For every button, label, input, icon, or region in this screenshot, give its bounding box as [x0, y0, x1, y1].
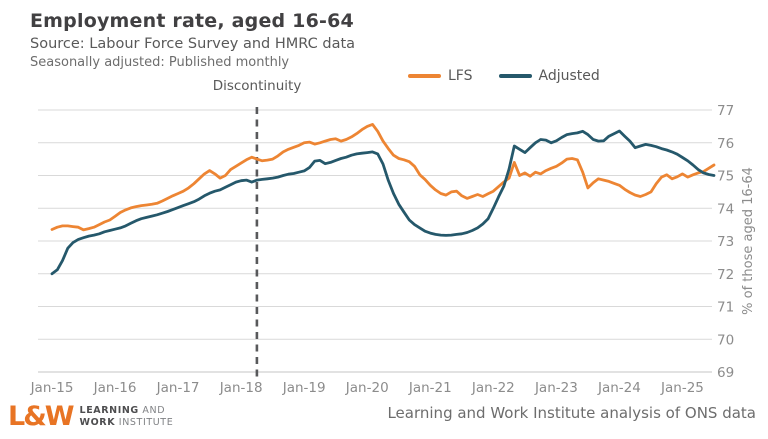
adjusted-line-swatch [498, 74, 532, 78]
x-tick-label-Jan-16: Jan-16 [93, 380, 137, 396]
legend-label-adjusted: Adjusted [538, 68, 600, 84]
y-tick-label-74: 74 [717, 201, 734, 217]
discontinuity-label: Discontinuity [212, 78, 302, 94]
x-tick-label-Jan-25: Jan-25 [660, 380, 704, 396]
x-tick-label-Jan-15: Jan-15 [30, 380, 74, 396]
chart-subtitle-source: Source: Labour Force Survey and HMRC dat… [30, 36, 356, 52]
legend-item-adjusted: Adjusted [498, 67, 600, 85]
chart-legend: LFS Adjusted [408, 67, 600, 85]
legend-label-lfs: LFS [448, 68, 473, 84]
x-tick-label-Jan-21: Jan-21 [408, 380, 452, 396]
chart-subtitle-adjustment: Seasonally adjusted: Published monthly [30, 55, 290, 70]
x-tick-label-Jan-19: Jan-19 [282, 380, 326, 396]
lfs-line [50, 123, 716, 232]
x-tick-label-Jan-20: Jan-20 [345, 380, 389, 396]
y-tick-label-71: 71 [717, 300, 734, 316]
y-axis-title: % of those aged 16-64 [741, 167, 756, 315]
lw-logo-mark: L&W [8, 401, 75, 432]
y-tick-label-69: 69 [717, 365, 734, 381]
x-tick-label-Jan-23: Jan-23 [534, 380, 578, 396]
analysis-credit: Learning and Work Institute analysis of … [387, 404, 756, 422]
lw-institute-logo: L&W LEARNING AND WORK INSTITUTE [8, 403, 173, 430]
lw-logo-line1: LEARNING AND [79, 405, 166, 417]
y-tick-label-76: 76 [717, 136, 734, 152]
y-tick-label-72: 72 [717, 267, 734, 283]
lw-logo-line2: WORK INSTITUTE [79, 416, 174, 428]
lfs-line-swatch [408, 74, 441, 78]
adjusted-line [50, 129, 716, 276]
x-tick-label-Jan-17: Jan-17 [156, 380, 200, 396]
x-tick-label-Jan-24: Jan-24 [597, 380, 641, 396]
x-tick-label-Jan-18: Jan-18 [219, 380, 263, 396]
x-tick-label-Jan-22: Jan-22 [471, 380, 515, 396]
y-tick-label-73: 73 [717, 234, 734, 250]
page-title: Employment rate, aged 16-64 [30, 10, 354, 32]
y-tick-label-70: 70 [717, 332, 734, 348]
y-tick-label-75: 75 [717, 169, 734, 185]
legend-item-lfs: LFS [408, 67, 473, 85]
lw-logo-text: LEARNING AND WORK INSTITUTE [80, 405, 174, 427]
y-tick-label-77: 77 [717, 103, 734, 119]
